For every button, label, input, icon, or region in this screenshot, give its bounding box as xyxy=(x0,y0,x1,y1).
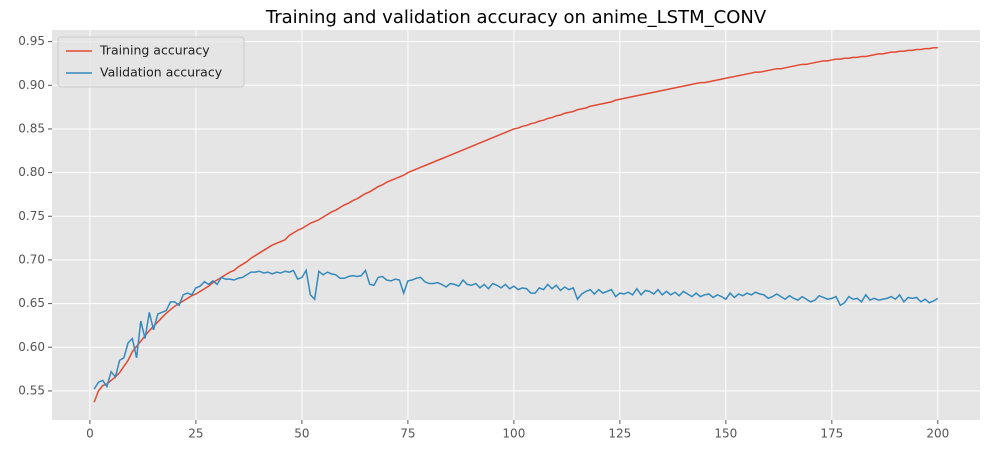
line-series xyxy=(93,46,938,403)
legend-label: Validation accuracy xyxy=(100,65,223,80)
x-tick-label: 125 xyxy=(608,427,631,441)
x-tick-label: 50 xyxy=(294,427,309,441)
plot-area xyxy=(52,30,980,420)
y-tick-label: 0.85 xyxy=(18,121,45,135)
y-tick-label: 0.60 xyxy=(18,340,45,354)
x-tick-label: 200 xyxy=(926,427,949,441)
x-tick-label: 175 xyxy=(820,427,843,441)
x-tick-label: 75 xyxy=(400,427,415,441)
legend-label: Training accuracy xyxy=(99,43,210,58)
y-tick-label: 0.65 xyxy=(18,296,45,310)
x-tick-label: 25 xyxy=(188,427,203,441)
line-series xyxy=(93,268,939,390)
y-tick-label: 0.70 xyxy=(18,252,45,266)
x-tick-label: 150 xyxy=(714,427,737,441)
y-tick-label: 0.75 xyxy=(18,209,45,223)
y-tick-label: 0.55 xyxy=(18,383,45,397)
legend-box xyxy=(57,36,245,88)
x-tick-label: 100 xyxy=(502,427,525,441)
y-tick-label: 0.95 xyxy=(18,34,45,48)
y-tick-label: 0.90 xyxy=(18,78,45,92)
y-tick-label: 0.80 xyxy=(18,165,45,179)
chart-title: Training and validation accuracy on anim… xyxy=(265,7,767,28)
x-tick-label: 0 xyxy=(86,427,94,441)
